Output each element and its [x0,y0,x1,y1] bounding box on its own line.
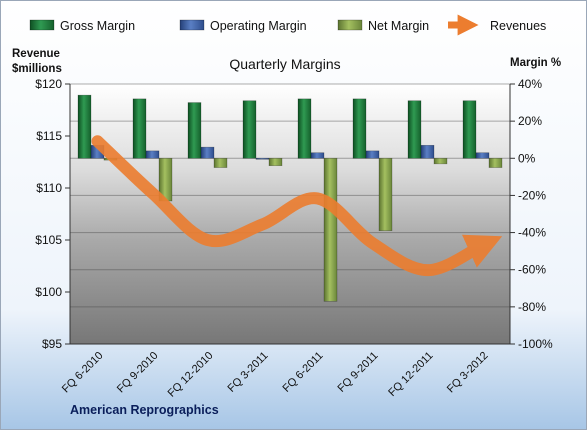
bar-operating-margin [145,150,160,159]
bar-net-margin [433,157,448,165]
right-axis-tick-label: -60% [518,263,546,277]
company-label: American Reprographics [70,403,219,417]
bar-operating-margin [200,146,215,159]
bar-gross-margin [407,100,422,159]
legend-label: Operating Margin [210,19,307,33]
left-axis-tick-label: $110 [36,181,62,195]
right-axis-tick-label: -100% [518,337,553,351]
bar-net-margin [488,157,503,168]
revenues-line [91,135,503,277]
left-axis-tick-label: $115 [36,129,62,143]
bar-gross-margin [462,100,477,159]
legend-label: Gross Margin [60,19,135,33]
bar-operating-margin [365,150,380,159]
bar-gross-margin [242,100,257,159]
right-axis-tick-label: 0% [518,151,536,165]
legend-swatch [29,19,55,31]
bar-gross-margin [352,98,367,159]
bar-gross-margin [187,102,202,159]
left-axis-tick-label: $120 [35,77,62,91]
legend-label: Net Margin [368,19,429,33]
legend: Gross Margin Operating Margin Net Margin Re… [29,14,546,36]
left-axis-tick-label: $105 [35,233,62,247]
bar-gross-margin [77,94,92,159]
left-axis-label-line2: $millions [12,63,62,75]
left-axis-tick-label: $95 [42,337,62,351]
bar-gross-margin [297,98,312,159]
legend-swatch [337,19,363,31]
right-axis-label: Margin % [510,57,561,69]
right-axis-tick-label: 20% [518,114,542,128]
line-series [91,135,503,277]
chart-title: Quarterly Margins [229,56,340,72]
bar-net-margin [268,157,283,167]
right-axis-tick-label: 40% [518,77,542,91]
right-axis-tick-label: -40% [518,226,546,240]
legend-swatch [179,19,205,31]
bar-series [77,94,503,302]
left-axis-label-line1: Revenue [12,48,60,60]
left-axis-tick-label: $100 [35,285,62,299]
bar-net-margin [323,157,338,302]
right-axis-tick-label: -20% [518,188,546,202]
bar-operating-margin [255,157,270,160]
right-axis-tick-label: -80% [518,300,546,314]
bar-gross-margin [132,98,147,159]
bar-operating-margin [420,144,435,159]
bar-operating-margin [475,152,490,159]
bar-net-margin [378,157,393,232]
legend-label: Revenues [490,19,546,33]
bar-operating-margin [310,152,325,159]
bar-net-margin [213,157,228,168]
